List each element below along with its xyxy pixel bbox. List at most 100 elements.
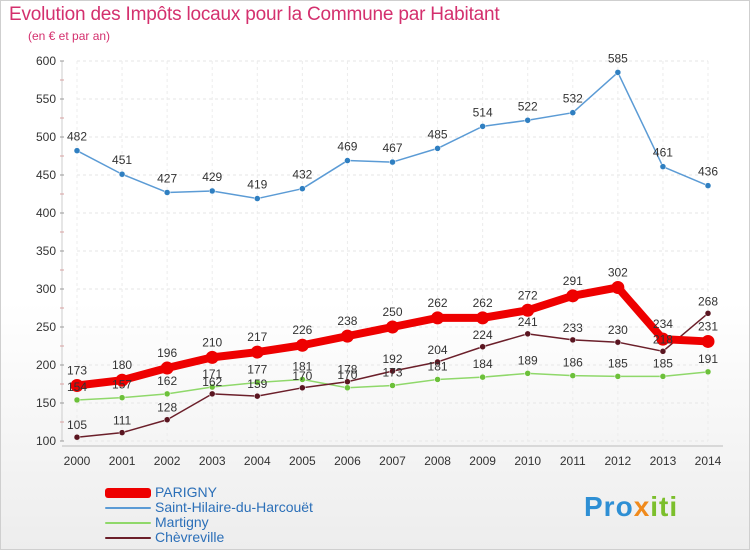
point-saint-hilaire-du-harcouet-2001 <box>118 170 126 178</box>
point-martigny-2011 <box>569 372 577 379</box>
x-tick-label-2012: 2012 <box>605 454 632 468</box>
point-parigny-2000 <box>70 379 84 393</box>
x-tick-label-2001: 2001 <box>109 454 136 468</box>
legend-item-parigny[interactable]: PARIGNY <box>105 485 313 500</box>
data-label-parigny-2011: 291 <box>563 274 583 288</box>
x-tick-label-2011: 2011 <box>560 454 586 468</box>
point-parigny-2006 <box>340 329 354 343</box>
y-tick-label-250: 250 <box>36 320 56 334</box>
point-chevreville-2009 <box>479 343 486 351</box>
data-label-martigny-2008: 181 <box>428 359 448 373</box>
data-label-parigny-2006: 238 <box>337 314 357 328</box>
point-chevreville-2004 <box>254 392 261 400</box>
data-label-saint-hilaire-du-harcouet-2007: 467 <box>382 141 402 155</box>
point-martigny-2009 <box>479 373 486 381</box>
data-label-saint-hilaire-du-harcouet-2008: 485 <box>428 127 448 141</box>
data-label-chevreville-2011: 233 <box>563 321 583 335</box>
y-tick-label-200: 200 <box>36 358 56 372</box>
point-saint-hilaire-du-harcouet-2007 <box>389 158 396 166</box>
point-chevreville-2012 <box>614 338 622 346</box>
point-martigny-2005 <box>299 376 306 383</box>
point-parigny-2009 <box>476 311 490 325</box>
point-parigny-2004 <box>250 345 264 359</box>
legend-item-chevreville[interactable]: Chèvreville <box>105 530 313 545</box>
point-martigny-2012 <box>614 373 622 380</box>
data-label-martigny-2004: 177 <box>247 362 267 376</box>
point-parigny-2007 <box>386 320 399 334</box>
data-label-chevreville-2005: 170 <box>292 369 312 383</box>
data-label-chevreville-2000: 105 <box>67 418 87 432</box>
data-label-martigny-2009: 184 <box>473 357 493 371</box>
data-label-parigny-2003: 210 <box>202 335 222 349</box>
y-tick-label-600: 600 <box>36 54 56 68</box>
data-label-parigny-2002: 196 <box>157 346 177 360</box>
data-label-chevreville-2006: 178 <box>337 363 357 377</box>
data-label-saint-hilaire-du-harcouet-2001: 451 <box>112 153 132 167</box>
point-saint-hilaire-du-harcouet-2005 <box>299 185 306 192</box>
point-chevreville-2010 <box>524 330 531 338</box>
legend-item-martigny[interactable]: Martigny <box>105 515 313 530</box>
data-label-martigny-2011: 186 <box>563 356 583 370</box>
point-saint-hilaire-du-harcouet-2006 <box>344 157 351 164</box>
data-label-parigny-2013: 234 <box>653 317 673 331</box>
point-martigny-2007 <box>389 382 396 389</box>
point-chevreville-2013 <box>659 348 667 355</box>
point-saint-hilaire-du-harcouet-2000 <box>73 147 81 154</box>
chart-legend: PARIGNY Saint-Hilaire-du-Harcouët Martig… <box>105 485 313 545</box>
point-martigny-2001 <box>118 394 126 401</box>
data-label-saint-hilaire-du-harcouet-2005: 432 <box>292 168 312 182</box>
data-label-parigny-2001: 180 <box>112 358 132 372</box>
data-label-chevreville-2002: 128 <box>157 401 177 415</box>
data-label-saint-hilaire-du-harcouet-2003: 429 <box>202 170 222 184</box>
legend-label-chevreville: Chèvreville <box>155 529 225 545</box>
point-saint-hilaire-du-harcouet-2010 <box>524 117 531 124</box>
data-label-parigny-2012: 302 <box>608 265 628 279</box>
point-parigny-2013 <box>656 332 670 346</box>
x-tick-label-2008: 2008 <box>424 454 451 468</box>
data-label-chevreville-2009: 224 <box>473 328 493 342</box>
data-label-saint-hilaire-du-harcouet-2014: 436 <box>698 165 718 179</box>
legend-item-saint-hilaire[interactable]: Saint-Hilaire-du-Harcouët <box>105 500 313 515</box>
point-parigny-2003 <box>205 350 219 364</box>
point-martigny-2006 <box>344 384 351 392</box>
x-tick-label-2005: 2005 <box>289 454 316 468</box>
logo-part-1: Pro <box>584 491 634 522</box>
data-label-parigny-2007: 250 <box>382 305 402 319</box>
point-chevreville-2000 <box>73 433 81 441</box>
point-saint-hilaire-du-harcouet-2009 <box>479 123 486 130</box>
y-tick-label-500: 500 <box>36 130 56 144</box>
y-tick-label-450: 450 <box>36 168 56 182</box>
data-label-parigny-2008: 262 <box>428 296 448 310</box>
point-parigny-2001 <box>115 373 129 387</box>
point-chevreville-2001 <box>118 429 126 436</box>
point-saint-hilaire-du-harcouet-2003 <box>208 187 216 195</box>
data-label-chevreville-2013: 218 <box>653 332 673 346</box>
legend-label-martigny: Martigny <box>155 514 209 530</box>
x-tick-label-2003: 2003 <box>199 454 226 468</box>
data-label-saint-hilaire-du-harcouet-2006: 469 <box>337 140 357 154</box>
data-label-saint-hilaire-du-harcouet-2004: 419 <box>247 178 267 192</box>
point-parigny-2014 <box>701 334 715 348</box>
point-saint-hilaire-du-harcouet-2011 <box>569 109 577 116</box>
legend-label-saint-hilaire: Saint-Hilaire-du-Harcouët <box>155 499 313 515</box>
data-label-chevreville-2001: 111 <box>113 414 132 428</box>
data-label-chevreville-2014: 268 <box>698 294 718 308</box>
data-label-saint-hilaire-du-harcouet-2013: 461 <box>653 146 673 160</box>
chart-subtitle: (en € et par an) <box>28 29 111 43</box>
legend-swatch-saint-hilaire <box>105 506 151 509</box>
legend-swatch-parigny <box>105 487 151 498</box>
legend-label-parigny: PARIGNY <box>155 484 217 500</box>
point-parigny-2002 <box>160 361 174 375</box>
point-chevreville-2007 <box>389 367 396 375</box>
data-label-martigny-2013: 185 <box>653 356 673 370</box>
point-saint-hilaire-du-harcouet-2002 <box>163 189 171 196</box>
data-label-martigny-2002: 162 <box>157 374 177 388</box>
point-parigny-2005 <box>295 338 309 352</box>
point-chevreville-2014 <box>704 310 712 317</box>
data-label-saint-hilaire-du-harcouet-2009: 514 <box>473 105 493 119</box>
point-saint-hilaire-du-harcouet-2004 <box>254 195 261 202</box>
data-label-martigny-2005: 181 <box>292 359 312 373</box>
y-tick-label-400: 400 <box>36 206 56 220</box>
y-tick-label-550: 550 <box>36 92 56 106</box>
